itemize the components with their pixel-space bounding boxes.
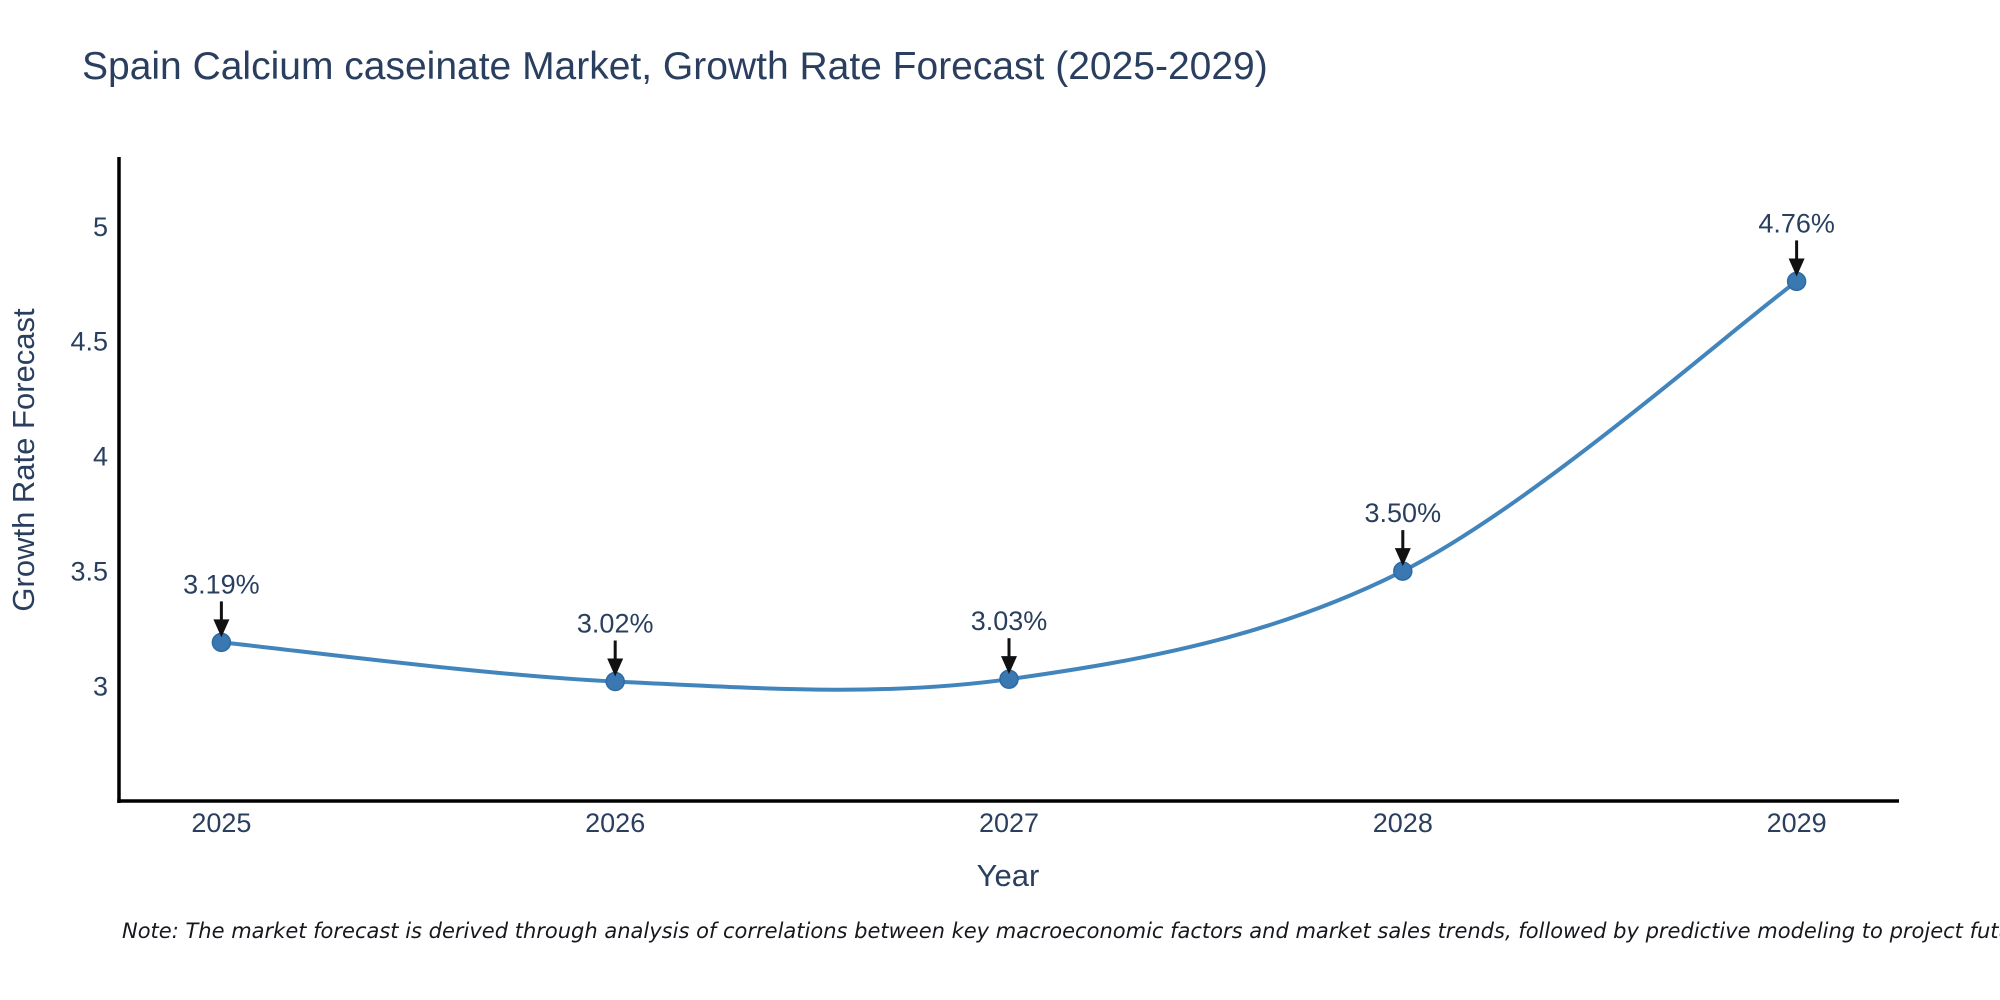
y-axis-title: Growth Rate Forecast — [6, 308, 41, 612]
footnote: Note: The market forecast is derived thr… — [122, 919, 2000, 943]
data-point-markers — [211, 271, 1807, 692]
x-tick-label: 2028 — [1373, 808, 1433, 838]
data-point-value-label: 4.76% — [1758, 208, 1835, 238]
x-tick-label: 2025 — [191, 808, 251, 838]
x-tick-label: 2029 — [1767, 808, 1827, 838]
x-tick-label: 2027 — [979, 808, 1039, 838]
x-tick-label: 2026 — [585, 808, 645, 838]
chart-title: Spain Calcium caseinate Market, Growth R… — [82, 45, 1268, 88]
y-tick-label: 3 — [93, 672, 108, 702]
annotation-arrow-head — [213, 619, 230, 638]
x-axis-title: Year — [977, 858, 1040, 893]
forecast-line-series — [219, 279, 1799, 692]
y-tick-label: 3.5 — [70, 557, 108, 587]
y-tick-label: 4 — [93, 442, 108, 472]
y-axis-tick-labels: 3 3.5 4 4.5 5 — [70, 212, 108, 702]
y-tick-label: 4.5 — [70, 327, 108, 357]
data-point-value-label: 3.02% — [577, 609, 654, 639]
annotation-arrow-head — [607, 658, 624, 677]
data-point-value-label: 3.50% — [1365, 498, 1442, 528]
data-point-value-label: 3.19% — [183, 569, 260, 599]
data-point-annotations: 3.19% 3.02% 3.03% 3.50% 4.76% — [183, 208, 1835, 677]
annotation-arrow-head — [1001, 656, 1017, 675]
data-point-value-label: 3.03% — [971, 606, 1048, 636]
annotation-arrow-head — [1394, 548, 1411, 567]
y-tick-label: 5 — [93, 212, 108, 242]
annotation-arrow-head — [1788, 258, 1805, 277]
x-axis-tick-labels: 2025 2026 2027 2028 2029 — [191, 808, 1826, 838]
